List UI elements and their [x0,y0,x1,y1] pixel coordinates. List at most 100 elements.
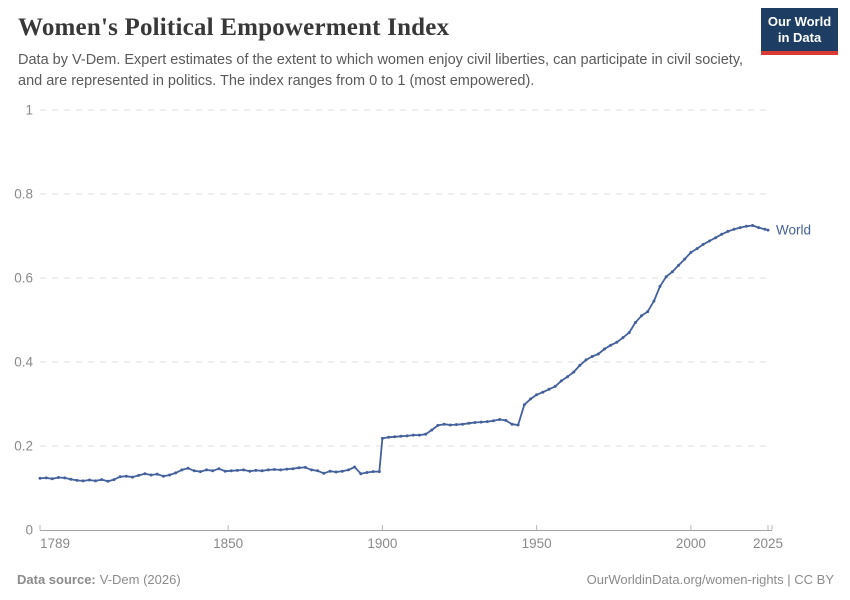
series-end-label[interactable]: World [776,223,811,238]
x-tick-label: 1950 [522,536,552,551]
data-point [454,423,458,427]
data-point [161,474,165,478]
data-point [63,476,67,480]
series-line [39,224,769,483]
y-tick-label: 1 [25,103,33,118]
data-point [57,476,60,479]
data-point [143,472,147,476]
data-point [399,434,403,438]
data-point [118,475,122,479]
data-point [377,470,381,474]
data-source: Data source: V-Dem (2026) [17,572,181,587]
data-point [485,420,489,424]
data-point [621,336,625,340]
data-point [334,470,338,474]
data-point [205,468,209,472]
data-point [417,433,421,437]
data-point [198,470,202,474]
data-point [38,476,42,480]
data-point [615,340,619,344]
data-point [510,422,514,426]
y-tick-label: 0.8 [14,187,33,202]
data-point [670,270,674,274]
data-point [359,472,363,476]
data-point [757,226,761,230]
data-point [492,419,495,423]
data-point [297,466,301,470]
series-world[interactable] [38,224,770,483]
data-point [223,469,227,473]
data-point [578,363,582,367]
chart-subtitle: Data by V-Dem. Expert estimates of the e… [18,52,744,90]
data-point [217,467,221,471]
data-point [186,466,190,470]
data-point [461,422,465,426]
data-point [254,468,258,472]
data-point [316,469,320,473]
data-point [211,469,215,473]
data-point [541,390,545,394]
chart-header: Women's Political Empowerment Index Data… [18,14,763,92]
data-point [229,469,233,473]
data-point [371,470,375,474]
owid-license-link[interactable]: OurWorldinData.org/women-rights | CC BY [586,572,834,587]
data-point [174,471,178,475]
data-point [714,236,718,240]
data-point [732,227,736,231]
data-point [677,263,680,267]
y-tick-label: 0 [25,523,33,538]
data-point [436,423,440,427]
data-point [124,474,128,478]
data-point [87,478,91,482]
x-tick-label: 1850 [213,536,243,551]
data-point [235,468,239,472]
owid-logo-line1: Our World [767,14,832,29]
data-point [192,469,196,473]
data-point [106,479,110,483]
data-point [664,275,668,279]
x-tick-label: 1789 [40,536,70,551]
owid-logo[interactable]: Our World in Data [761,8,838,55]
data-point [353,465,357,469]
data-point [689,250,693,254]
data-point [168,473,172,477]
data-point [180,468,184,472]
data-point [100,478,104,482]
data-point [266,468,270,472]
x-tick-label: 2000 [676,536,706,551]
data-point [328,469,332,473]
data-point [291,467,295,471]
owid-logo-line2: in Data [777,29,822,45]
chart-footer: Data source: V-Dem (2026) OurWorldinData.… [17,572,834,587]
data-point [504,418,508,422]
data-point [738,226,742,230]
data-point [479,420,483,424]
data-point [553,384,557,388]
data-point [380,436,384,440]
y-tick-label: 0.4 [14,355,33,370]
data-point [640,314,643,318]
data-point [609,343,613,347]
y-tick-label: 0.6 [14,271,33,286]
data-point [393,435,397,439]
data-point [365,471,369,474]
data-point [596,352,600,356]
data-point [720,232,724,236]
data-point [430,428,434,432]
data-point [260,469,264,473]
data-point [572,370,576,374]
data-source-label: Data source: [17,572,96,587]
data-point [498,418,502,421]
data-point [405,434,409,438]
data-point [112,478,116,482]
data-point [707,239,711,243]
data-point [627,331,631,335]
y-tick-label: 0.2 [14,439,33,454]
data-point [411,433,415,437]
data-point [387,435,391,439]
data-point [763,227,767,231]
data-point [285,467,289,471]
data-point [442,422,446,426]
